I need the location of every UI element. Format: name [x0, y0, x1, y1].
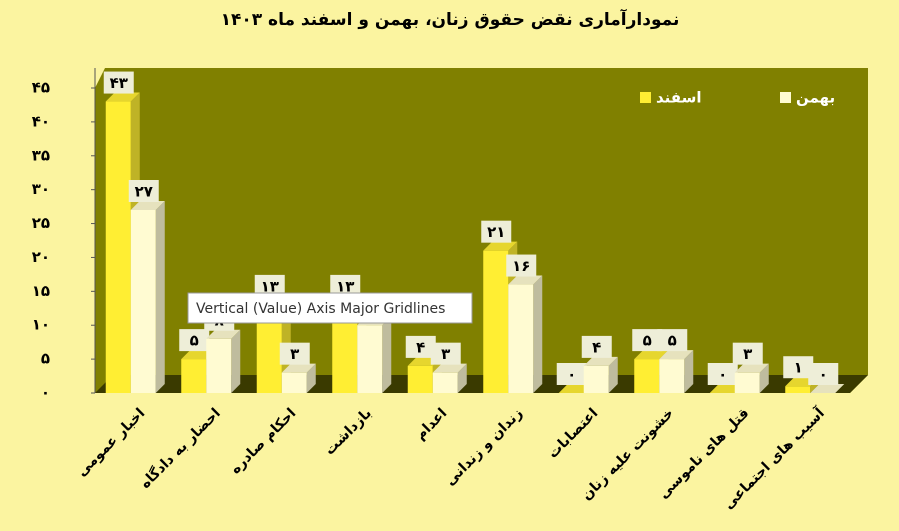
- bar: [508, 284, 534, 393]
- data-label: ۴: [592, 338, 601, 356]
- legend-label: بهمن: [796, 89, 835, 107]
- data-label: ۰: [567, 366, 576, 384]
- data-label: ۳: [743, 345, 752, 363]
- data-label: ۲۷: [135, 183, 153, 201]
- data-label: ۱۶: [512, 257, 530, 275]
- data-label-box: [632, 329, 663, 352]
- data-label: ۱۳: [336, 277, 354, 295]
- data-label: ۴: [416, 338, 425, 356]
- data-label-box: [506, 254, 537, 277]
- data-label: ۵: [643, 332, 652, 350]
- bar-top: [483, 241, 518, 251]
- bar: [432, 372, 458, 393]
- y-tick-label: ۰: [41, 384, 50, 402]
- bar-side: [533, 275, 543, 393]
- bar-side: [759, 363, 769, 393]
- bar: [785, 386, 811, 393]
- data-label: ۳: [290, 345, 299, 363]
- bar-side: [382, 316, 392, 393]
- bar: [407, 365, 433, 393]
- data-label-box: [481, 220, 512, 243]
- data-label: ۳: [441, 345, 450, 363]
- data-label-box: [254, 274, 285, 297]
- bar: [483, 250, 509, 393]
- bar-top: [206, 329, 241, 339]
- data-label-box: [581, 335, 612, 358]
- y-tick-label: ۲۵: [32, 214, 50, 232]
- y-tick-label: ۲۰: [32, 248, 50, 266]
- data-label-box: [405, 335, 436, 358]
- data-label: ۰: [718, 366, 727, 384]
- data-label: ۰: [819, 366, 828, 384]
- bar: [734, 372, 760, 393]
- data-label: ۱۳: [261, 277, 279, 295]
- data-label-box: [103, 71, 134, 94]
- data-label: ۲۱: [487, 223, 505, 241]
- data-label-box: [128, 180, 159, 202]
- bar: [357, 325, 383, 393]
- y-tick-label: ۱۰: [32, 316, 50, 334]
- tooltip-box: [187, 292, 473, 324]
- legend-swatch: [640, 92, 651, 103]
- bar: [105, 101, 131, 394]
- data-label-box: [179, 329, 210, 352]
- bar-side: [608, 356, 618, 393]
- y-tick-label: ۱۵: [32, 282, 50, 300]
- bar-top: [281, 363, 316, 373]
- data-label-box: [808, 363, 839, 385]
- tooltip-text: Vertical (Value) Axis Major Gridlines: [196, 301, 445, 317]
- bar-top: [130, 201, 165, 210]
- bar-top: [583, 356, 618, 366]
- data-label-box: [732, 342, 763, 365]
- bar: [281, 372, 307, 393]
- data-label: ۱: [794, 359, 803, 377]
- legend-label: اسفند: [656, 89, 701, 107]
- data-label: ۴۳: [110, 74, 128, 92]
- bar-top: [810, 384, 845, 393]
- bar-top: [634, 350, 669, 360]
- bar: [583, 365, 609, 393]
- data-label-box: [657, 329, 688, 352]
- y-tick-label: ۳۵: [32, 146, 50, 164]
- bar-top: [105, 92, 140, 102]
- bar: [659, 359, 685, 393]
- legend-swatch: [780, 92, 791, 103]
- y-tick-label: ۵: [41, 350, 50, 368]
- bar-side: [457, 363, 467, 393]
- y-tick-label: ۳۰: [32, 180, 50, 198]
- bar-top: [508, 275, 543, 285]
- bar-top: [734, 363, 769, 373]
- data-label-box: [556, 363, 587, 385]
- data-label-box: [783, 356, 814, 379]
- data-label: ۵: [668, 332, 677, 350]
- bar-side: [231, 329, 241, 393]
- data-label-box: [707, 363, 738, 385]
- data-label-box: [330, 274, 361, 297]
- bar-top: [659, 350, 694, 360]
- bar-top: [432, 363, 467, 373]
- bar-side: [306, 363, 316, 393]
- bar: [206, 338, 232, 393]
- data-label-box: [430, 342, 461, 365]
- bar-side: [684, 350, 694, 393]
- data-label: ۵: [190, 332, 199, 350]
- bar: [634, 359, 660, 393]
- data-label-box: [279, 342, 310, 365]
- bar: [130, 210, 156, 393]
- y-tick-label: ۴۰: [32, 112, 50, 130]
- y-tick-label: ۴۵: [32, 79, 50, 97]
- bar: [181, 359, 207, 393]
- bar-side: [155, 201, 165, 393]
- chart-title: نمودارآماری نقض حقوق زنان، بهمن و اسفند …: [221, 8, 680, 30]
